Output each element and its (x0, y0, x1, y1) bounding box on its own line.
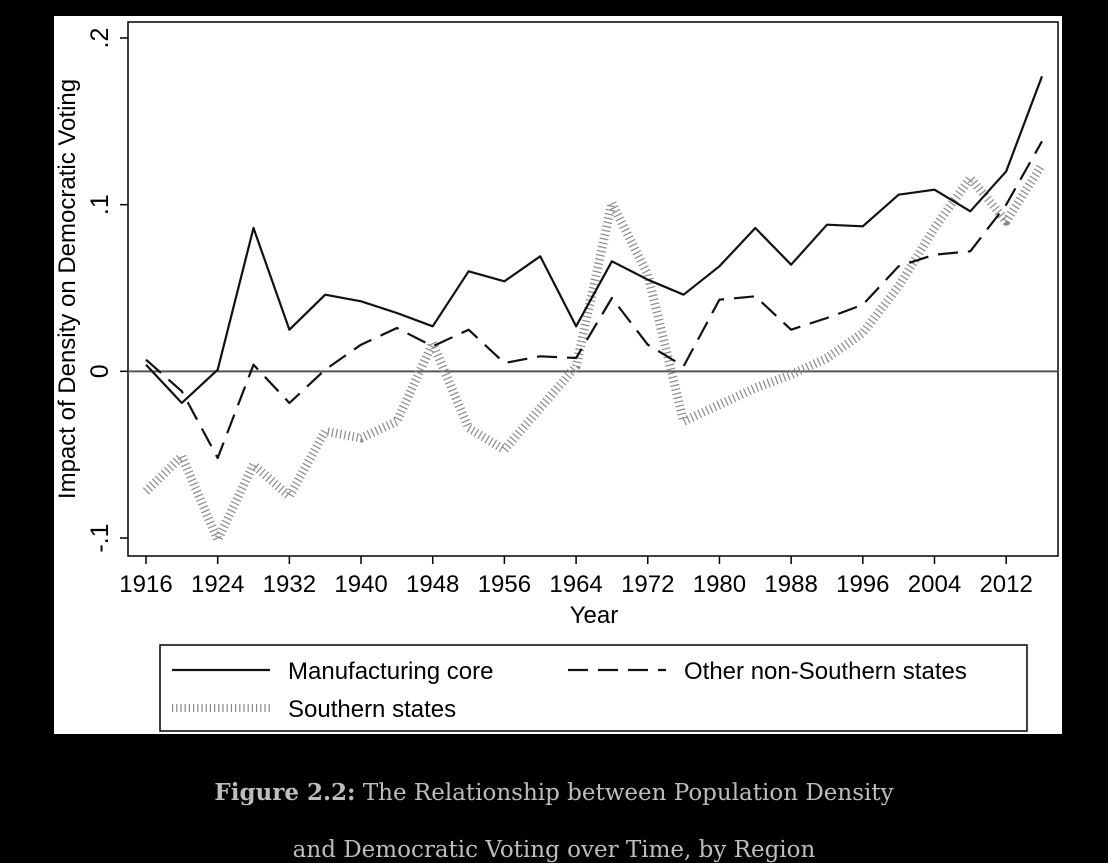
caption-text-line2: and Democratic Voting over Time, by Regi… (292, 837, 816, 863)
figure-caption-line2: and Democratic Voting over Time, by Regi… (0, 837, 1108, 863)
x-tick-label-1988: 1988 (764, 571, 817, 598)
caption-text: The Relationship between Population Dens… (362, 780, 894, 806)
caption-label: Figure 2.2: (214, 779, 356, 806)
x-axis-title: Year (570, 602, 619, 629)
x-tick-label-1964: 1964 (549, 571, 602, 598)
line-chart: -.1 0 .1 .2 1916 1924 1932 1940 1948 1956 1964 1972… (54, 21, 1059, 732)
x-tick-label-1932: 1932 (263, 571, 316, 598)
series-line-southern-states (142, 162, 1046, 545)
y-tick-label-2: .1 (86, 194, 114, 215)
x-tick-label-1924: 1924 (191, 571, 244, 598)
plot-frame (127, 21, 1059, 557)
x-tick-label-1948: 1948 (406, 571, 459, 598)
figure-caption: Figure 2.2: The Relationship between Pop… (0, 779, 1108, 806)
y-tick-label-3: .2 (86, 28, 114, 49)
legend-label-southern-states: Southern states (288, 696, 456, 723)
y-tick-label-1: 0 (86, 364, 114, 378)
y-tick-label-0: -.1 (86, 523, 114, 552)
x-tick-label-1940: 1940 (334, 571, 387, 598)
x-tick-label-2012: 2012 (979, 571, 1032, 598)
chart-panel: -.1 0 .1 .2 1916 1924 1932 1940 1948 1956 1964 1972… (54, 16, 1062, 734)
x-tick-label-1972: 1972 (621, 571, 674, 598)
x-tick-label-1980: 1980 (693, 571, 746, 598)
series-line-manufacturing-core (145, 75, 1044, 405)
legend-box (159, 644, 1028, 732)
y-axis-title: Impact of Density on Democratic Voting (54, 79, 81, 499)
x-tick-label-1996: 1996 (836, 571, 889, 598)
series-line-other-non-southern-states (145, 140, 1043, 460)
legend-label-other-non-southern-states: Other non-Southern states (684, 658, 967, 685)
x-tick-label-1956: 1956 (478, 571, 531, 598)
legend-label-manufacturing-core: Manufacturing core (288, 658, 493, 685)
x-tick-label-2004: 2004 (908, 571, 961, 598)
x-tick-label-1916: 1916 (119, 571, 172, 598)
